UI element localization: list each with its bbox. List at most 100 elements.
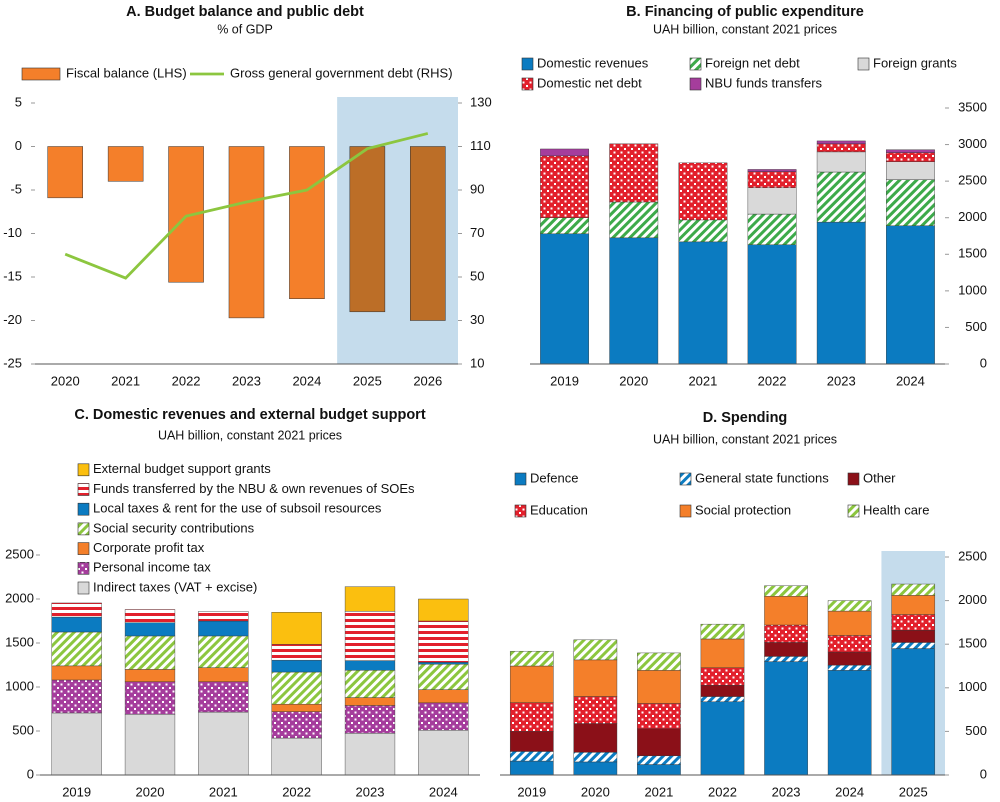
bar-segment xyxy=(886,225,935,365)
bar-segment xyxy=(198,611,249,622)
y-tick-label: -25 xyxy=(3,355,22,370)
bar-segment xyxy=(418,663,469,690)
bar-segment xyxy=(51,602,102,618)
legend-swatch xyxy=(847,504,860,518)
bar-segment xyxy=(827,635,872,653)
y-tick-label: 0 xyxy=(15,138,22,153)
y-tick-label: 2500 xyxy=(958,548,987,563)
legend-label: Fiscal balance (LHS) xyxy=(66,65,187,80)
bar-segment xyxy=(573,696,618,724)
y-tick-label: 500 xyxy=(965,723,987,738)
bar-segment xyxy=(609,237,659,365)
bar-segment xyxy=(764,596,808,626)
line xyxy=(64,132,429,280)
panel: A. Budget balance and public debt % of GD… xyxy=(3,4,492,389)
bar-segment xyxy=(344,611,396,661)
y2-tick-label: 10 xyxy=(470,355,484,370)
bar-segment xyxy=(816,151,866,173)
bar-segment xyxy=(198,635,249,668)
legend-label: Local taxes & rent for the use of subsoi… xyxy=(93,501,382,516)
legend-swatch xyxy=(521,77,534,91)
bar-segment xyxy=(124,714,176,776)
x-tick-label: 2020 xyxy=(136,784,165,799)
bar-segment xyxy=(271,711,322,739)
y-tick-label: 500 xyxy=(12,722,34,737)
bar-segment xyxy=(700,701,745,776)
x-tick-label: 2019 xyxy=(550,373,579,388)
y-tick-label: 5 xyxy=(15,94,22,109)
y-tick-label: 1500 xyxy=(5,634,34,649)
bar-segment xyxy=(344,660,396,671)
chart-title: D. Spending xyxy=(703,410,788,426)
y-tick-label: 1000 xyxy=(958,282,987,297)
bar-segment xyxy=(509,702,554,732)
bar-segment xyxy=(700,638,745,668)
legend-label: Other xyxy=(863,470,896,485)
legend-swatch xyxy=(77,561,90,575)
y-tick-label: -15 xyxy=(3,268,22,283)
bar-segment xyxy=(418,702,469,731)
bar-segment xyxy=(271,612,322,645)
bar-segment xyxy=(700,623,745,640)
bar-segment xyxy=(540,217,589,235)
x-tick-label: 2024 xyxy=(896,373,925,388)
x-tick-label: 2020 xyxy=(51,373,80,388)
bar-segment xyxy=(886,149,935,153)
y2-tick-label: 70 xyxy=(470,225,484,240)
bar-segment xyxy=(198,711,249,776)
x-tick-label: 2021 xyxy=(111,373,140,388)
legend-swatch xyxy=(77,463,90,477)
bar-segment xyxy=(678,241,728,365)
bar-segment xyxy=(124,681,176,715)
bar-segment xyxy=(637,764,681,776)
bar-segment xyxy=(124,622,176,637)
bar-segment xyxy=(827,610,872,636)
bar-segment xyxy=(509,751,554,762)
legend-label: Funds transferred by the NBU & own reven… xyxy=(93,481,415,496)
bar-segment xyxy=(509,760,554,776)
y-tick-label: 1000 xyxy=(958,679,987,694)
legend-swatch xyxy=(514,472,527,486)
bar-segment xyxy=(344,705,396,734)
bar-segment xyxy=(271,671,322,705)
y-tick-label: 1000 xyxy=(5,678,34,693)
bar-segment xyxy=(678,219,728,243)
bar-segment xyxy=(747,187,797,215)
y-tick-label: 500 xyxy=(965,319,987,334)
legend-swatch xyxy=(77,522,90,536)
bar-segment xyxy=(344,697,396,706)
bar-segment xyxy=(891,630,936,643)
bar-segment xyxy=(816,221,866,365)
x-tick-label: 2022 xyxy=(708,784,737,799)
x-tick-label: 2023 xyxy=(772,784,801,799)
bar-segment xyxy=(51,712,102,776)
bar xyxy=(289,146,325,299)
bar-segment xyxy=(418,620,469,663)
y2-tick-label: 130 xyxy=(470,94,492,109)
panel: B. Financing of public expenditure UAH bi… xyxy=(521,4,987,388)
bar-segment xyxy=(540,148,589,157)
bar-segment xyxy=(509,665,554,703)
legend-label: Corporate profit tax xyxy=(93,540,205,555)
bar-segment xyxy=(886,161,935,180)
x-tick-label: 2025 xyxy=(353,373,382,388)
bar-segment xyxy=(51,679,102,714)
bar xyxy=(228,146,265,319)
bar-segment xyxy=(891,583,936,596)
bar-segment xyxy=(573,761,618,776)
bar-segment xyxy=(891,642,936,649)
legend-label: Foreign grants xyxy=(873,55,957,70)
x-tick-label: 2024 xyxy=(429,784,458,799)
legend-swatch xyxy=(521,57,534,71)
y-tick-label: 2000 xyxy=(5,590,34,605)
bar-segment xyxy=(637,755,681,765)
x-tick-label: 2023 xyxy=(232,373,261,388)
y-tick-label: 1500 xyxy=(958,636,987,651)
legend-swatch xyxy=(514,504,527,518)
bar-segment xyxy=(637,703,681,729)
y-tick-label: 0 xyxy=(980,355,987,370)
chart-subtitle: UAH billion, constant 2021 prices xyxy=(653,432,837,446)
legend-label: Defence xyxy=(530,470,578,485)
x-tick-label: 2022 xyxy=(758,373,787,388)
